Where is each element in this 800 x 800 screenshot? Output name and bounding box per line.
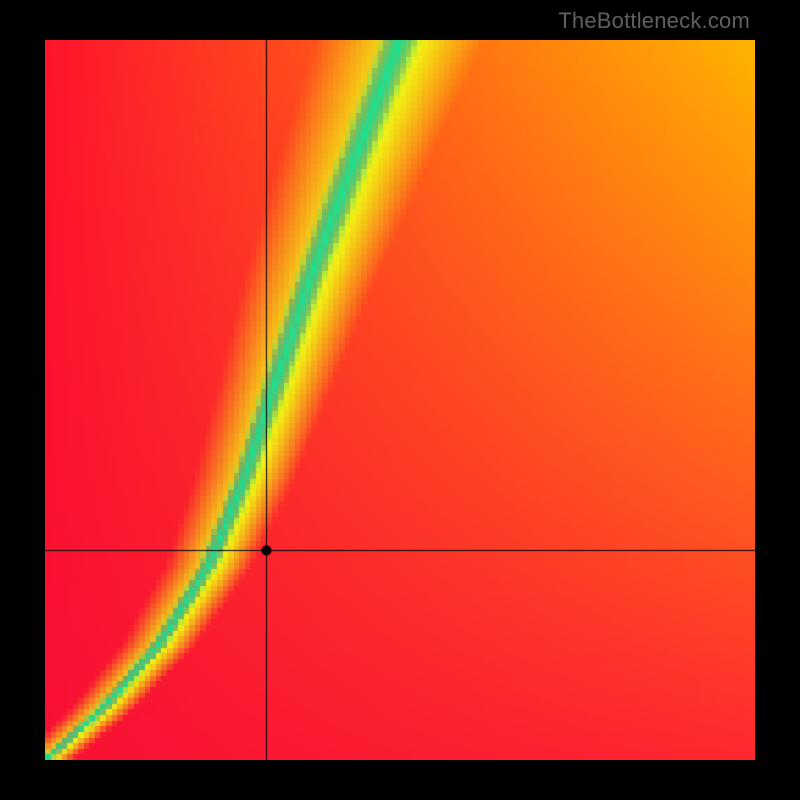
bottleneck-heatmap: [45, 40, 755, 760]
chart-frame: TheBottleneck.com: [0, 0, 800, 800]
watermark-text: TheBottleneck.com: [558, 8, 750, 34]
